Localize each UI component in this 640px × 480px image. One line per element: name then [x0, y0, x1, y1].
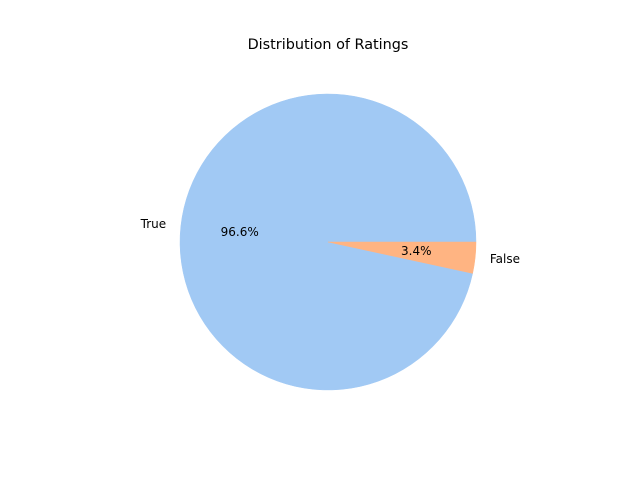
percent-label-false: 3.4%	[401, 244, 432, 258]
pie-slices	[179, 93, 477, 391]
percent-label-true: 96.6%	[221, 225, 259, 239]
chart-title: Distribution of Ratings	[248, 37, 409, 53]
category-label-true: True	[140, 217, 167, 231]
category-label-false: False	[490, 252, 520, 266]
pie-labels: True 96.6% False 3.4%	[140, 217, 520, 266]
pie-slice-false	[327, 241, 477, 274]
